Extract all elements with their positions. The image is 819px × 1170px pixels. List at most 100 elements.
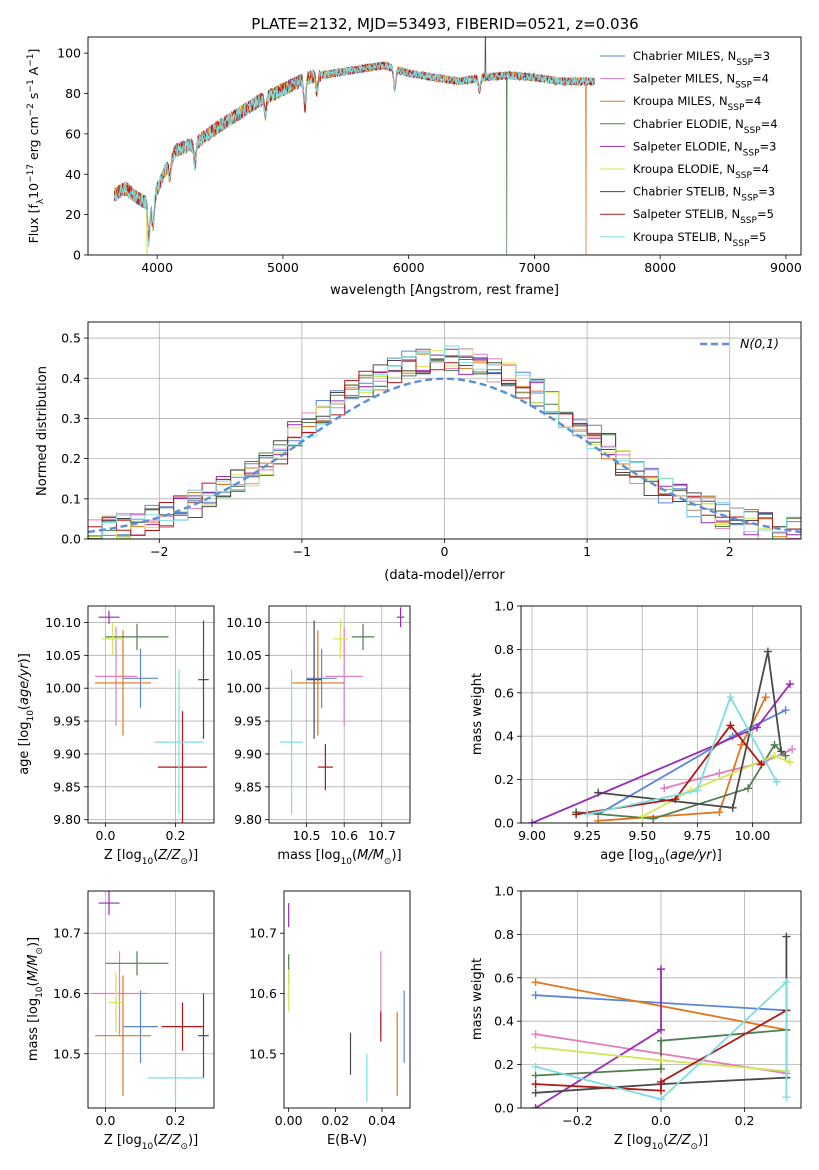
plot-area (91, 891, 209, 1102)
error-bar-point (154, 669, 204, 815)
y-tick-label: 80 (65, 86, 81, 101)
error-bar-point (280, 669, 303, 815)
mass-weight-marker (638, 812, 647, 821)
mass-weight-marker (594, 816, 603, 823)
axes-frame (520, 890, 802, 1109)
x-tick-label: 9.00 (518, 828, 546, 843)
y-tick-label: 1.0 (494, 599, 514, 614)
error-bar-point (147, 1053, 204, 1102)
mass-weight-marker (531, 1030, 540, 1039)
y-tick-label: 0.2 (494, 772, 514, 787)
y-axis-label: mass weight (470, 673, 485, 755)
y-tick-label: 10.05 (226, 648, 262, 663)
error-bar-point (332, 619, 348, 659)
x-tick-label: 0.02 (321, 1113, 349, 1128)
mass-weight-marker (531, 1104, 540, 1108)
errorbar-axes: 0.00 0.02 0.04 10.5 10.6 10.7 E(B-V) (249, 890, 411, 1148)
y-tick-label: 9.90 (234, 746, 262, 761)
spectrum-line (114, 62, 595, 255)
error-bar-point (317, 744, 333, 791)
mass-weight-axes: 9.00 9.25 9.50 9.75 10.00 0.0 0.2 0.4 0.6 0.8 1.0 a… (470, 599, 802, 867)
mass-weight-marker (726, 693, 735, 702)
x-tick-label: −0.2 (562, 1113, 592, 1128)
error-bar-point (91, 951, 148, 1036)
mass-weight-marker (657, 1064, 665, 1073)
mass-weight-marker (657, 1077, 665, 1086)
plot-area (528, 647, 797, 823)
error-bar-point (306, 648, 337, 708)
error-bar-point (161, 1002, 204, 1051)
x-tick-label: 10.7 (368, 828, 396, 843)
error-bar-point (102, 622, 123, 656)
error-bar-point (95, 627, 137, 726)
y-tick-label: 9.95 (234, 714, 262, 729)
mass-weight-marker (531, 978, 540, 987)
x-tick-label: 0.04 (368, 1113, 396, 1128)
histogram-step (88, 345, 801, 539)
y-tick-label: 0.8 (494, 927, 514, 942)
y-tick-label: 0.6 (494, 685, 514, 700)
error-bar-point (98, 891, 120, 916)
legend-label: Kroupa STELIB, NSSP=5 (633, 230, 766, 249)
y-tick-label: 10.10 (226, 615, 262, 630)
x-tick-label: 0.0 (96, 828, 116, 843)
mass-weight-marker (782, 932, 791, 941)
plot-area (531, 932, 791, 1108)
x-axis-label: age [log10(age/yr)] (600, 848, 722, 867)
mass-weight-line (641, 754, 791, 818)
x-tick-label: 10.00 (735, 828, 771, 843)
y-tick-label: 10.7 (53, 926, 81, 941)
errorbar-axes: 0.0 0.2 9.80 9.85 9.90 9.95 10.00 10.05 10.10 Z [… (17, 605, 215, 867)
legend-label: Salpeter ELODIE, NSSP=3 (633, 139, 776, 158)
y-tick-label: 20 (65, 207, 81, 222)
error-bar-point (123, 648, 158, 708)
legend-label: Kroupa ELODIE, NSSP=4 (633, 162, 769, 181)
y-tick-label: 10.00 (45, 681, 81, 696)
y-tick-label: 9.95 (53, 714, 81, 729)
mass-weight-marker (657, 965, 665, 974)
x-axis-label: wavelength [Angstrom, rest frame] (330, 283, 559, 298)
legend-label: Chabrier MILES, NSSP=3 (633, 49, 770, 68)
mass-weight-marker (785, 758, 794, 767)
y-tick-label: 0.5 (61, 331, 81, 346)
error-bar-point (105, 951, 169, 976)
error-bar-point (291, 630, 345, 736)
mass-weight-marker (528, 819, 537, 823)
legend-label: Kroupa MILES, NSSP=4 (633, 94, 761, 113)
mass-weight-marker (772, 777, 781, 786)
y-tick-label: 0 (73, 248, 81, 263)
spectrum-line (114, 61, 595, 255)
mass-weight-marker (785, 680, 794, 689)
x-tick-label: 8000 (644, 260, 676, 275)
x-axis-label: (data-model)/error (384, 568, 505, 583)
error-bar-point (95, 630, 151, 736)
mass-weight-marker (715, 769, 724, 778)
x-axis-label: Z [log10(Z/Z⊙)] (104, 1133, 198, 1152)
x-tick-label: 9.75 (683, 828, 711, 843)
mass-weight-marker (660, 784, 669, 793)
y-tick-label: 10.5 (249, 1046, 277, 1061)
mass-weight-marker (744, 784, 753, 793)
mass-weight-marker (583, 810, 592, 819)
mass-weight-marker (531, 1071, 540, 1080)
mass-weight-line (535, 1029, 787, 1077)
plot-area (95, 610, 209, 823)
y-tick-label: 9.80 (234, 812, 262, 827)
mass-weight-marker (657, 1025, 665, 1034)
legend-label: Salpeter STELIB, NSSP=5 (633, 207, 774, 226)
x-tick-label: 2 (726, 544, 734, 559)
mass-weight-marker (657, 1056, 665, 1065)
error-bar-point (325, 627, 363, 726)
mass-weight-marker (657, 1086, 665, 1095)
x-tick-label: 10.5 (293, 828, 321, 843)
histogram-axes: −2 −1 0 1 2 0.0 0.1 0.2 0.3 0.4 0.5 N(0,1) (data-mod… (35, 321, 802, 583)
mass-weight-marker (782, 978, 791, 987)
mass-weight-marker (788, 745, 797, 754)
y-tick-label: 9.80 (53, 812, 81, 827)
error-bar-point (109, 972, 123, 1033)
x-tick-label: 7000 (519, 260, 551, 275)
x-tick-label: 0.2 (735, 1113, 755, 1128)
x-tick-label: 0.0 (651, 1113, 671, 1128)
y-tick-label: 9.85 (234, 779, 262, 794)
